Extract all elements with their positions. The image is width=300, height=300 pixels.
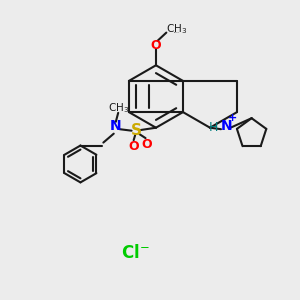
Text: +: + xyxy=(228,113,238,123)
Text: O: O xyxy=(128,140,139,153)
Text: $\rm{CH_3}$: $\rm{CH_3}$ xyxy=(166,22,188,36)
Text: methoxy: methoxy xyxy=(174,31,180,33)
Text: S: S xyxy=(131,123,142,138)
Text: H: H xyxy=(209,121,219,134)
Text: N: N xyxy=(220,119,232,133)
Text: O: O xyxy=(142,138,152,151)
Text: Cl$^{-}$: Cl$^{-}$ xyxy=(121,244,149,262)
Text: N: N xyxy=(110,119,121,133)
Text: $\rm{CH_3}$: $\rm{CH_3}$ xyxy=(108,101,129,115)
Text: O: O xyxy=(151,39,161,52)
